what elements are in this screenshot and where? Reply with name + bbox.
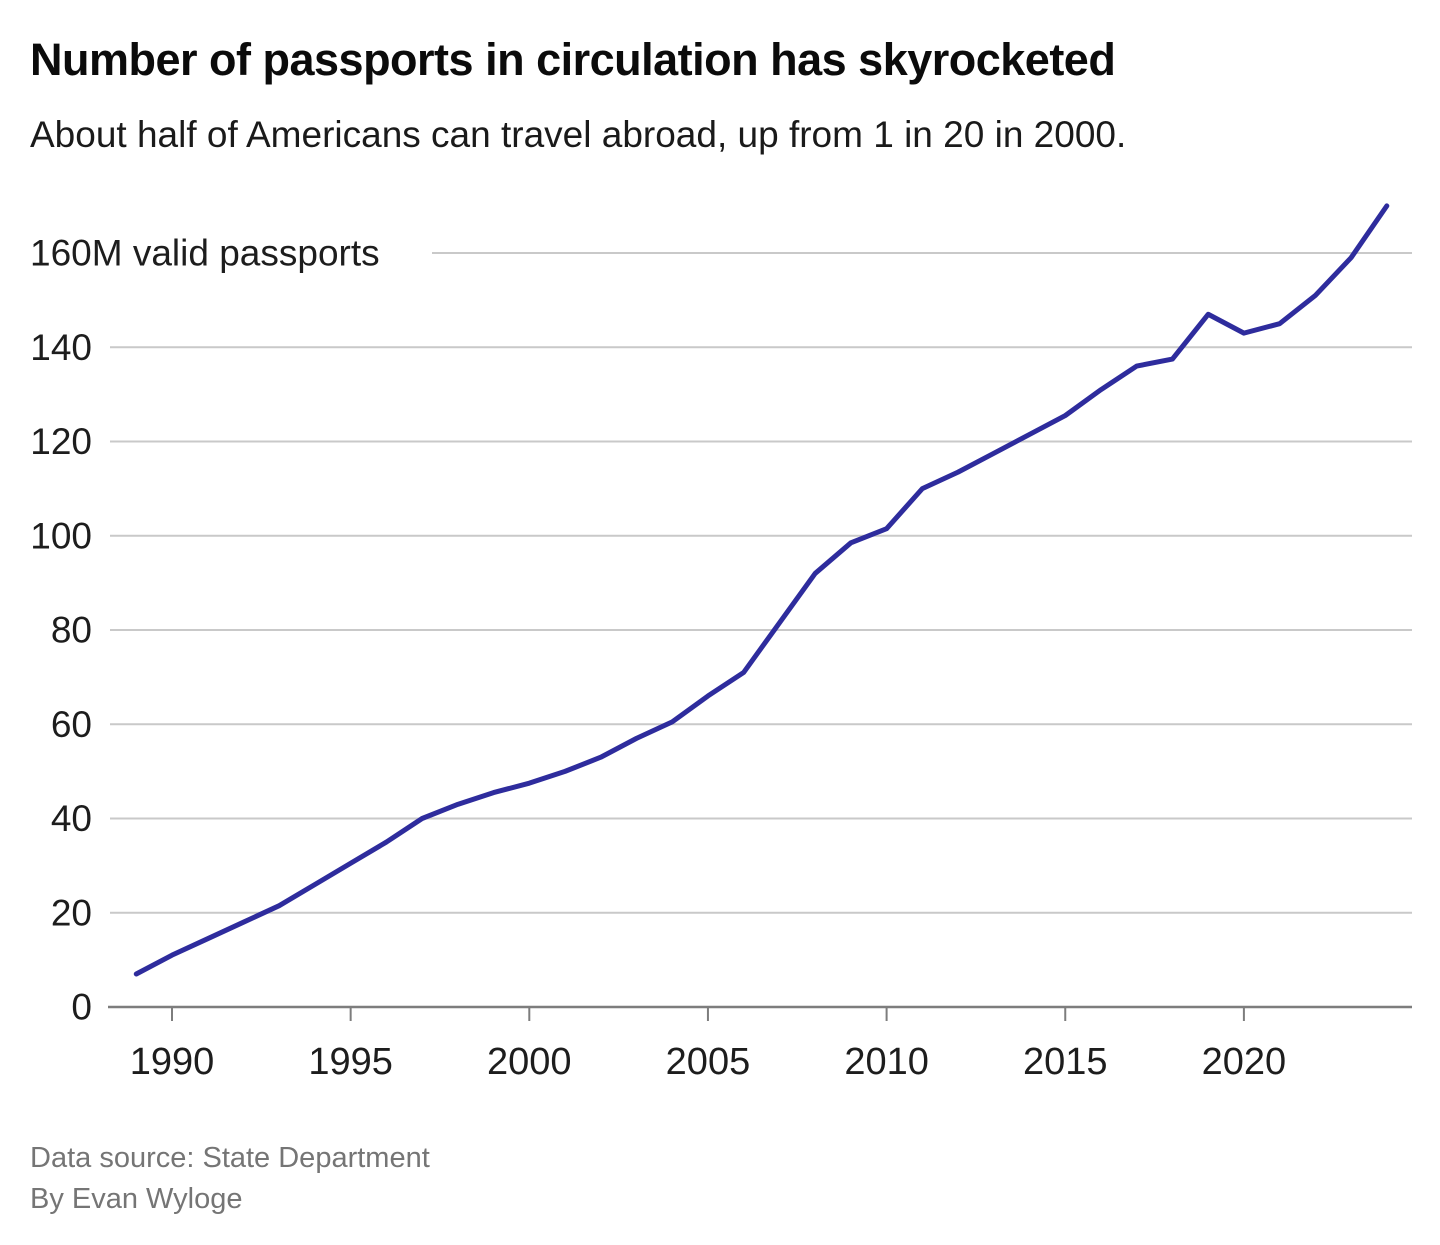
chart-title: Number of passports in circulation has s… — [30, 34, 1116, 85]
x-tick-label: 1990 — [130, 1041, 215, 1083]
y-tick-label: 20 — [51, 892, 92, 933]
y-tick-label: 80 — [51, 610, 92, 651]
x-tick-label: 2015 — [1023, 1041, 1108, 1083]
chart-subtitle: About half of Americans can travel abroa… — [30, 114, 1127, 155]
y-tick-label: 0 — [71, 987, 92, 1028]
x-tick-label: 1995 — [308, 1041, 393, 1083]
data-line — [133, 203, 1390, 977]
x-tick-label: 2020 — [1202, 1041, 1287, 1083]
chart-footer: Data source: State Department By Evan Wy… — [30, 1138, 430, 1220]
x-tick-label: 2000 — [487, 1041, 572, 1083]
y-axis-top-label: 160M valid passports — [30, 233, 380, 274]
y-tick-label: 120 — [30, 421, 92, 462]
x-tick-label: 2010 — [844, 1041, 929, 1083]
y-tick-label: 60 — [51, 704, 92, 745]
y-tick-label: 140 — [30, 327, 92, 368]
y-tick-label: 40 — [51, 798, 92, 839]
y-tick-label: 100 — [30, 515, 92, 556]
x-tick-label: 2005 — [666, 1041, 751, 1083]
byline: By Evan Wyloge — [30, 1183, 243, 1215]
data-source: Data source: State Department — [30, 1142, 430, 1174]
